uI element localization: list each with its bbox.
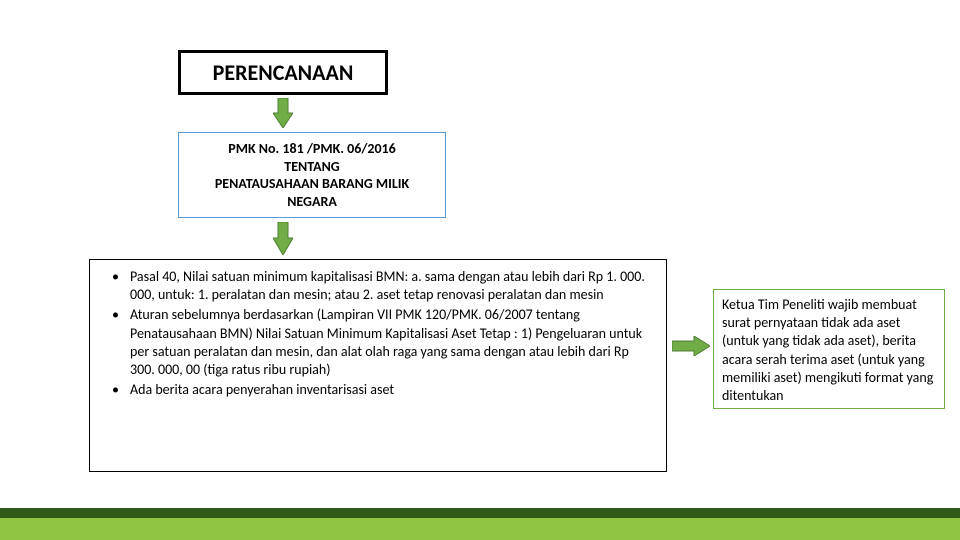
regulation-line2: TENTANG [284, 158, 339, 176]
arrow-down-icon [273, 222, 293, 255]
title-box: PERENCANAAN [178, 50, 388, 95]
regulation-box: PMK No. 181 /PMK. 06/2016 TENTANG PENATA… [178, 132, 446, 218]
regulation-line4: NEGARA [287, 193, 337, 211]
regulation-line1: PMK No. 181 /PMK. 06/2016 [228, 140, 395, 158]
list-item: Ada berita acara penyerahan inventarisas… [102, 381, 654, 399]
bullets-box: Pasal 40, Nilai satuan minimum kapitalis… [89, 259, 667, 472]
note-box: Ketua Tim Peneliti wajib membuat surat p… [713, 289, 945, 409]
bullets-list: Pasal 40, Nilai satuan minimum kapitalis… [102, 268, 654, 399]
note-text: Ketua Tim Peneliti wajib membuat surat p… [722, 296, 933, 404]
regulation-line3: PENATAUSAHAAN BARANG MILIK [215, 175, 409, 193]
arrow-right-icon [672, 336, 710, 356]
list-item: Aturan sebelumnya berdasarkan (Lampiran … [102, 306, 654, 379]
title-text: PERENCANAAN [213, 59, 354, 86]
arrow-down-icon [273, 98, 293, 128]
list-item: Pasal 40, Nilai satuan minimum kapitalis… [102, 268, 654, 304]
footer-bar-light [0, 518, 960, 540]
